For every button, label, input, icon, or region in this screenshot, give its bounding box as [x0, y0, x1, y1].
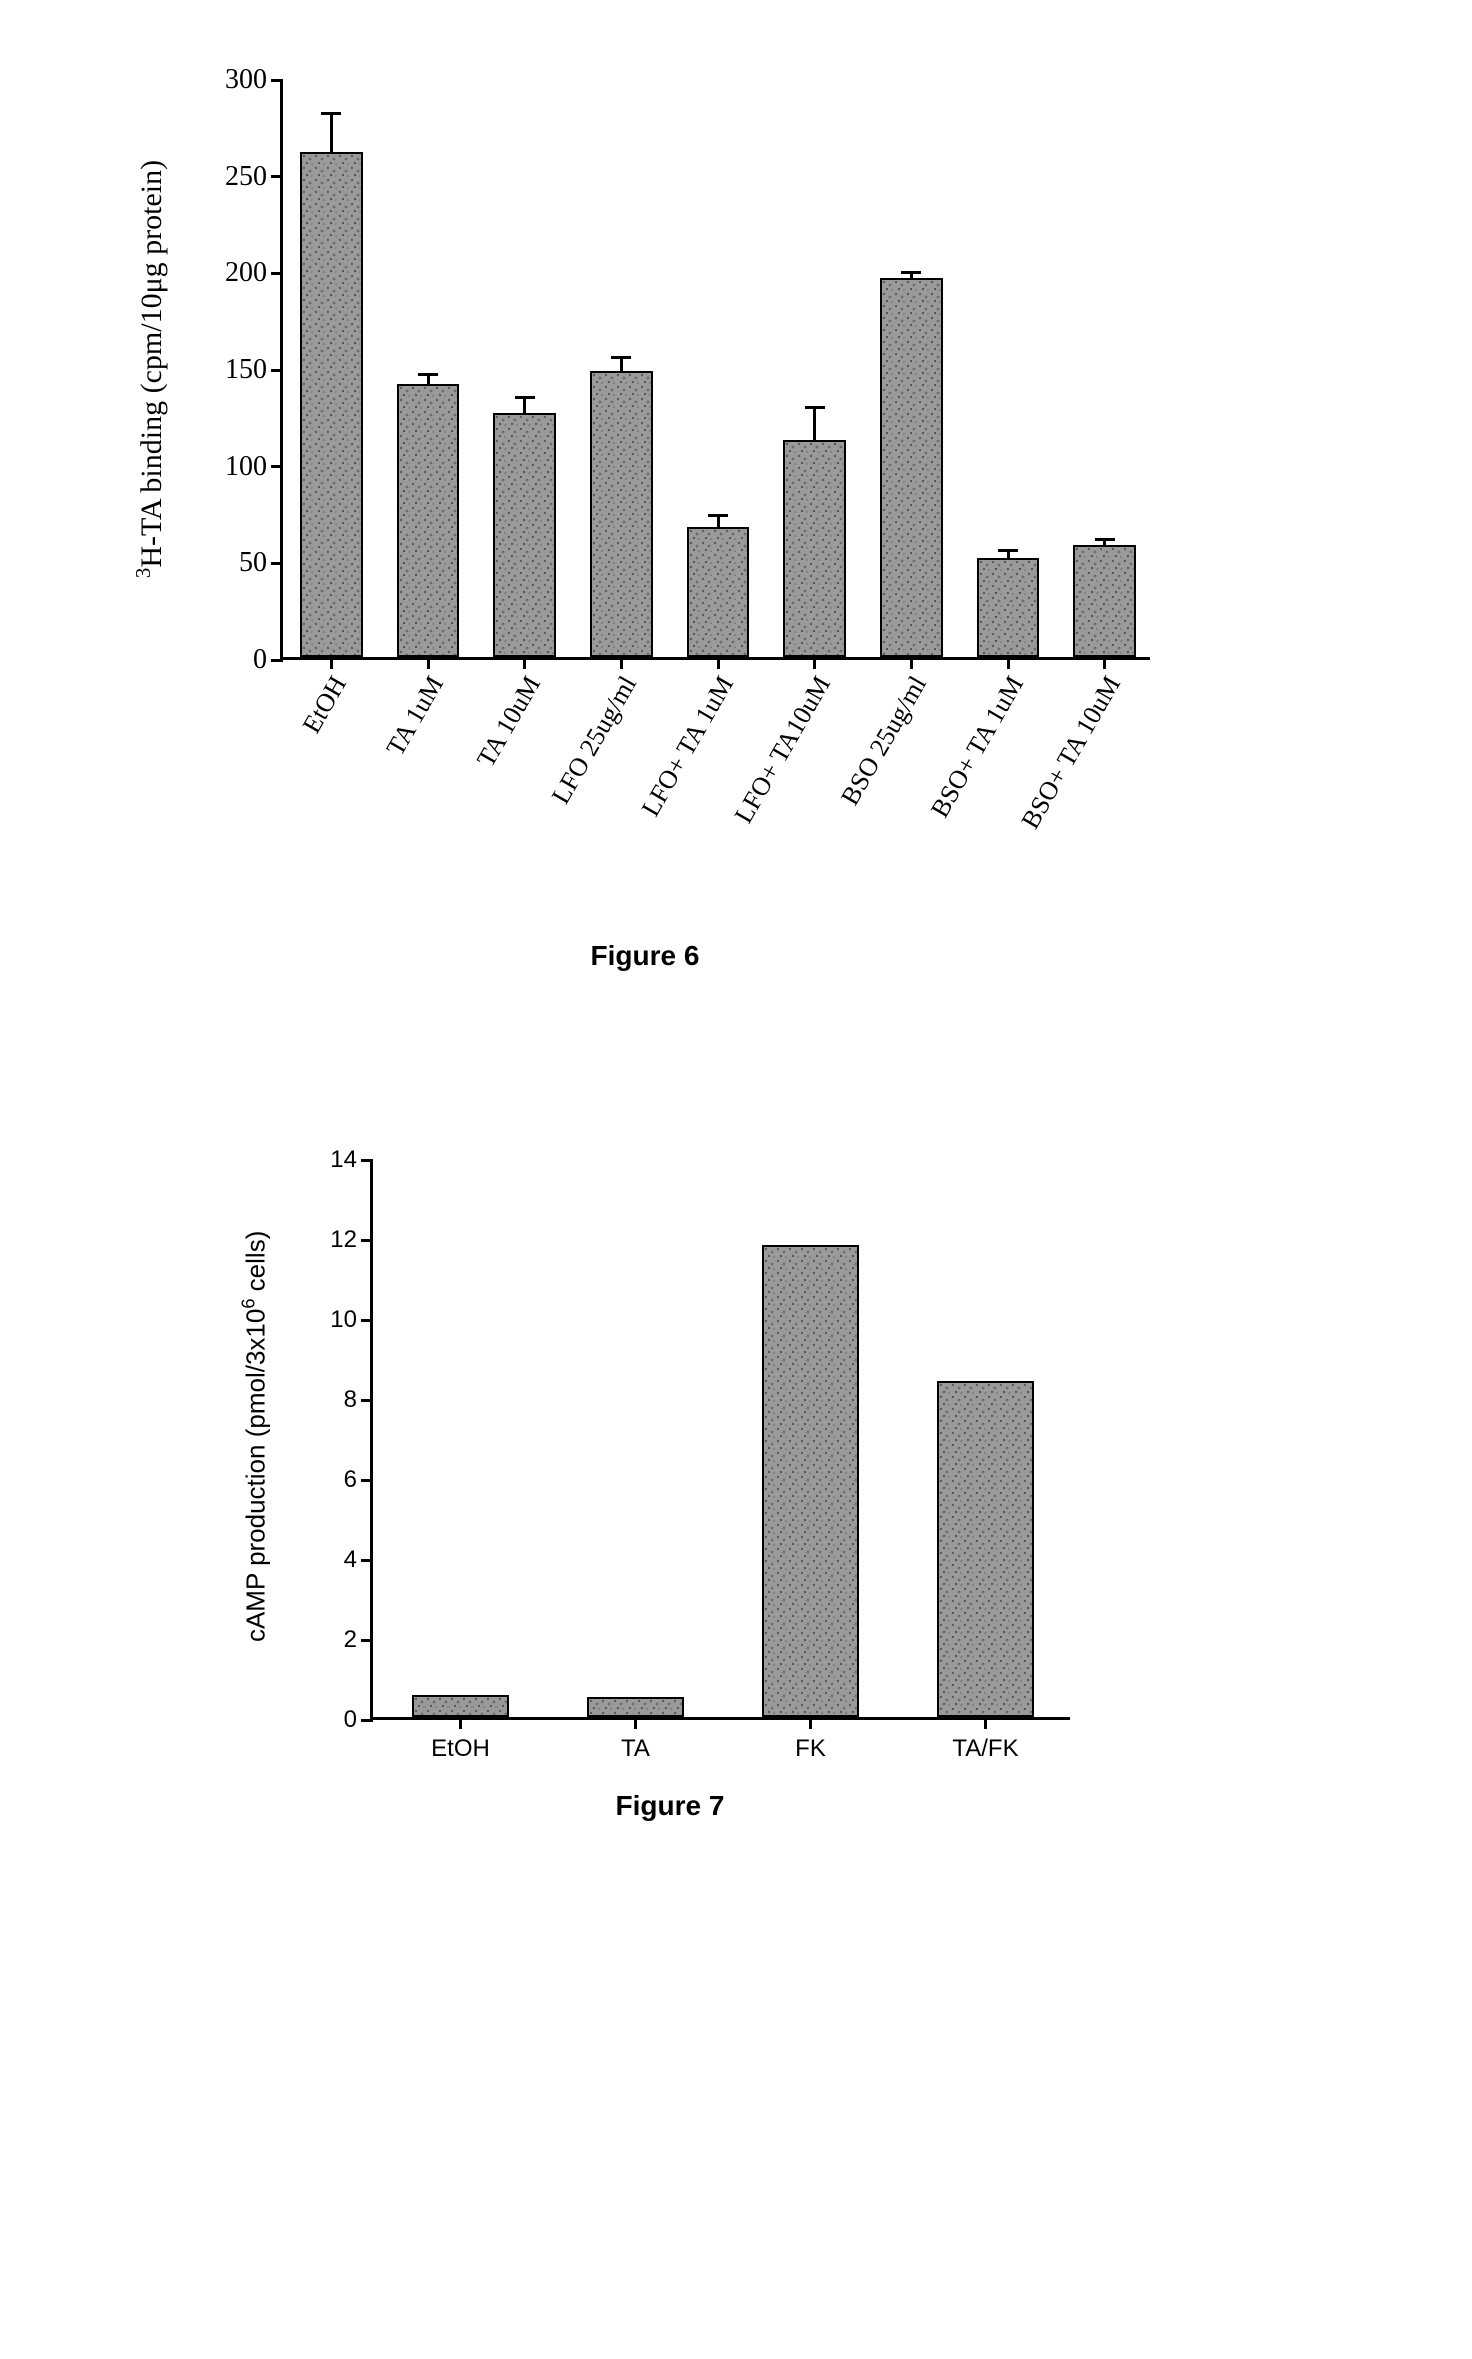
y-tick — [271, 562, 283, 565]
bar — [937, 1381, 1033, 1717]
figure6-container: 3H-TA binding (cpm/10μg protein) 0501001… — [120, 80, 1170, 980]
x-tick — [809, 1717, 812, 1729]
error-bar-cap — [1095, 538, 1115, 541]
x-tick — [330, 657, 333, 669]
error-bar-cap — [611, 356, 631, 359]
x-tick — [1007, 657, 1010, 669]
figure7-caption: Figure 7 — [220, 1790, 1120, 1822]
bar — [300, 152, 363, 657]
x-tick — [910, 657, 913, 669]
y-tick — [271, 272, 283, 275]
x-tick — [1103, 657, 1106, 669]
x-tick — [634, 1717, 637, 1729]
y-tick — [271, 369, 283, 372]
page: 3H-TA binding (cpm/10μg protein) 0501001… — [40, 80, 1472, 1860]
x-tick-label: TA — [576, 1735, 696, 1763]
y-tick — [361, 1319, 373, 1322]
y-tick-label: 150 — [207, 354, 267, 386]
y-tick-label: 14 — [307, 1146, 357, 1174]
y-tick — [271, 465, 283, 468]
y-tick — [361, 1239, 373, 1242]
y-tick — [361, 1639, 373, 1642]
x-tick — [984, 1717, 987, 1729]
bar — [977, 558, 1040, 657]
error-bar-cap — [998, 549, 1018, 552]
bar — [880, 278, 943, 657]
x-tick — [459, 1717, 462, 1729]
error-bar-cap — [708, 514, 728, 517]
error-bar — [523, 398, 526, 413]
y-tick — [271, 175, 283, 178]
bar — [493, 413, 556, 657]
figure6-caption: Figure 6 — [120, 940, 1170, 972]
bar — [783, 440, 846, 657]
error-bar — [330, 114, 333, 153]
y-tick-label: 0 — [307, 1706, 357, 1734]
bar — [397, 384, 460, 657]
y-tick — [361, 1479, 373, 1482]
y-label-pre: cAMP production (pmol/3x10 — [240, 1309, 270, 1642]
y-tick-label: 250 — [207, 161, 267, 193]
y-tick — [361, 1159, 373, 1162]
error-bar-cap — [515, 396, 535, 399]
y-tick-label: 100 — [207, 451, 267, 483]
y-tick-label: 200 — [207, 257, 267, 289]
x-tick — [813, 657, 816, 669]
x-tick-label: EtOH — [401, 1735, 521, 1763]
error-bar-cap — [901, 271, 921, 274]
error-bar — [620, 357, 623, 371]
y-tick — [271, 659, 283, 662]
x-tick — [717, 657, 720, 669]
error-bar — [813, 408, 816, 441]
y-tick-label: 10 — [307, 1306, 357, 1334]
y-label-sup: 3 — [131, 568, 155, 579]
error-bar-cap — [805, 406, 825, 409]
y-tick-label: 6 — [307, 1466, 357, 1494]
figure7-y-axis-label: cAMP production (pmol/3x106 cells) — [239, 1156, 272, 1716]
y-label-sup: 6 — [239, 1299, 259, 1309]
bar — [762, 1245, 858, 1717]
figure6-y-axis-label: 3H-TA binding (cpm/10μg protein) — [131, 89, 169, 649]
y-tick-label: 4 — [307, 1546, 357, 1574]
figure6-plot-area: 050100150200250300EtOHTA 1uMTA 10uMLFO 2… — [280, 80, 1150, 660]
error-bar-cap — [418, 373, 438, 376]
y-tick-label: 300 — [207, 64, 267, 96]
y-tick-label: 8 — [307, 1386, 357, 1414]
figure7-container: cAMP production (pmol/3x106 cells) 02468… — [220, 1160, 1120, 1860]
bar — [412, 1695, 508, 1717]
error-bar-cap — [321, 112, 341, 115]
y-tick — [361, 1399, 373, 1402]
y-tick-label: 2 — [307, 1626, 357, 1654]
bar — [1073, 545, 1136, 657]
x-tick — [427, 657, 430, 669]
figure7-plot-area: 02468101214EtOHTAFKTA/FK — [370, 1160, 1070, 1720]
y-label-post: cells) — [240, 1231, 270, 1299]
y-tick-label: 0 — [207, 644, 267, 676]
x-tick-label: TA/FK — [926, 1735, 1046, 1763]
y-tick-label: 50 — [207, 547, 267, 579]
x-tick-label: FK — [751, 1735, 871, 1763]
bar — [687, 527, 750, 657]
y-tick — [361, 1719, 373, 1722]
x-tick — [523, 657, 526, 669]
y-tick-label: 12 — [307, 1226, 357, 1254]
error-bar — [717, 516, 720, 528]
y-tick — [271, 79, 283, 82]
x-tick — [620, 657, 623, 669]
bar — [590, 371, 653, 657]
y-label-post: H-TA binding (cpm/10μg protein) — [135, 160, 168, 568]
y-tick — [361, 1559, 373, 1562]
bar — [587, 1697, 683, 1717]
